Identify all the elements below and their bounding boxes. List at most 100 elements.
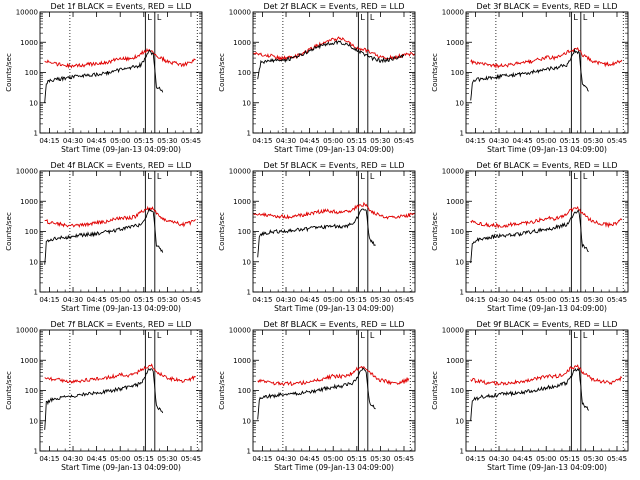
y-tick-label: 1000 (446, 39, 464, 47)
y-tick-label: 10 (455, 99, 464, 107)
panel-title: Det 8f BLACK = Events, RED = LLD (263, 320, 404, 329)
x-axis-label: Start Time (09-Jan-13 04:09:00) (61, 304, 181, 313)
lld-series-line (44, 363, 196, 384)
lld-series-line (257, 365, 410, 387)
events-series-line (257, 208, 376, 258)
lld-series-line (252, 201, 416, 220)
marker-flag: L (157, 331, 162, 340)
marker-flag: L (360, 13, 365, 22)
marker-flag: L (157, 13, 162, 22)
x-tick-label: 05:30 (157, 455, 177, 463)
y-tick-label: 1000 (233, 357, 251, 365)
x-tick-label: 05:30 (583, 455, 603, 463)
plot-frame (465, 170, 629, 293)
y-tick-label: 10000 (229, 168, 251, 176)
y-axis-label: Counts/sec (218, 53, 226, 92)
events-series-line (470, 210, 589, 264)
x-tick-label: 04:30 (63, 137, 83, 145)
x-tick-label: 04:15 (39, 296, 59, 304)
x-tick-label: 05:00 (536, 455, 556, 463)
y-tick-label: 1 (34, 289, 38, 297)
y-tick-label: 10 (242, 417, 251, 425)
y-axis-label: Counts/sec (431, 371, 439, 410)
x-tick-label: 05:00 (323, 455, 343, 463)
y-tick-label: 100 (451, 228, 464, 236)
x-tick-label: 05:30 (583, 296, 603, 304)
x-tick-label: 05:45 (394, 137, 414, 145)
x-tick-label: 05:30 (583, 137, 603, 145)
x-tick-label: 04:45 (87, 137, 107, 145)
x-tick-label: 05:00 (536, 296, 556, 304)
plot-frame (252, 329, 416, 452)
x-tick-label: 05:45 (181, 296, 201, 304)
y-tick-label: 1 (34, 448, 38, 456)
y-tick-label: 1000 (20, 39, 38, 47)
lld-series-line (44, 47, 196, 69)
panel-title: Det 5f BLACK = Events, RED = LLD (263, 161, 404, 170)
x-tick-label: 04:15 (465, 296, 485, 304)
panel-det-2: Det 2f BLACK = Events, RED = LLD Counts/s… (218, 2, 416, 154)
y-tick-label: 100 (238, 69, 251, 77)
y-axis-label: Counts/sec (5, 212, 13, 251)
y-axis-label: Counts/sec (218, 212, 226, 251)
panel-det-3: Det 3f BLACK = Events, RED = LLD Counts/s… (431, 2, 629, 154)
x-tick-label: 04:45 (513, 137, 533, 145)
x-tick-label: 04:30 (63, 455, 83, 463)
x-tick-label: 05:15 (560, 137, 580, 145)
x-axis-label: Start Time (09-Jan-13 04:09:00) (61, 145, 181, 154)
events-series-line (44, 49, 164, 103)
x-tick-label: 05:15 (347, 296, 367, 304)
events-series-line (44, 368, 164, 430)
x-tick-label: 05:45 (607, 455, 627, 463)
marker-flag: L (370, 331, 375, 340)
y-tick-label: 100 (451, 387, 464, 395)
x-tick-label: 04:45 (300, 137, 320, 145)
x-tick-label: 05:45 (394, 455, 414, 463)
x-tick-label: 04:30 (489, 455, 509, 463)
x-tick-label: 04:45 (87, 455, 107, 463)
plot-frame (465, 11, 629, 134)
y-tick-label: 10000 (442, 327, 464, 335)
y-tick-label: 100 (25, 69, 38, 77)
y-tick-label: 1 (460, 130, 464, 138)
x-tick-label: 04:30 (276, 296, 296, 304)
x-tick-label: 04:15 (39, 137, 59, 145)
lld-series-line (470, 364, 623, 386)
x-axis-label: Start Time (09-Jan-13 04:09:00) (487, 463, 607, 472)
lld-series-line (470, 205, 623, 229)
y-tick-label: 10 (29, 417, 38, 425)
events-series-line (257, 367, 376, 420)
y-tick-label: 1 (460, 448, 464, 456)
x-tick-label: 04:30 (63, 296, 83, 304)
panel-det-6: Det 6f BLACK = Events, RED = LLD Counts/s… (431, 161, 629, 313)
x-tick-label: 05:15 (134, 296, 154, 304)
x-axis-label: Start Time (09-Jan-13 04:09:00) (487, 304, 607, 313)
x-tick-label: 05:30 (370, 296, 390, 304)
y-tick-label: 100 (238, 228, 251, 236)
panel-det-8: Det 8f BLACK = Events, RED = LLD Counts/s… (218, 320, 416, 472)
y-tick-label: 10000 (16, 327, 38, 335)
x-tick-label: 04:15 (39, 455, 59, 463)
marker-flag: L (147, 331, 152, 340)
panel-title: Det 3f BLACK = Events, RED = LLD (476, 2, 617, 11)
marker-flag: L (583, 13, 588, 22)
panel-det-5: Det 5f BLACK = Events, RED = LLD Counts/s… (218, 161, 416, 313)
x-tick-label: 05:45 (394, 296, 414, 304)
plot-frame (39, 170, 203, 293)
y-tick-label: 1000 (233, 39, 251, 47)
y-tick-label: 10 (242, 99, 251, 107)
y-axis-label: Counts/sec (5, 53, 13, 92)
marker-flag: L (147, 172, 152, 181)
x-tick-label: 05:00 (110, 455, 130, 463)
panel-title: Det 4f BLACK = Events, RED = LLD (50, 161, 191, 170)
marker-flag: L (583, 331, 588, 340)
y-tick-label: 10000 (229, 9, 251, 17)
plot-frame (39, 11, 203, 134)
y-axis-label: Counts/sec (218, 371, 226, 410)
marker-flag: L (360, 172, 365, 181)
x-tick-label: 05:45 (607, 137, 627, 145)
panel-title: Det 1f BLACK = Events, RED = LLD (50, 2, 191, 11)
lld-series-line (470, 46, 623, 69)
x-tick-label: 05:00 (323, 137, 343, 145)
